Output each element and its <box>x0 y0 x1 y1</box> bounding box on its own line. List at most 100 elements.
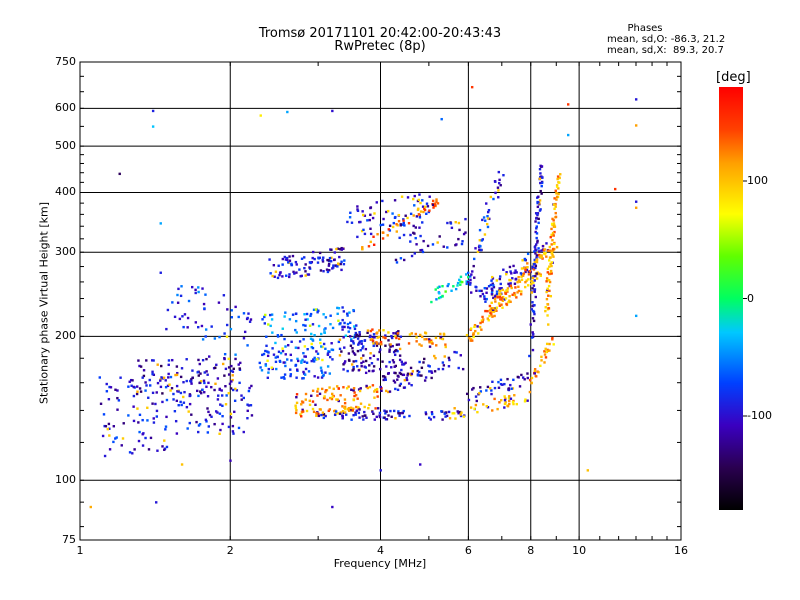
data-point <box>205 385 208 388</box>
data-point <box>148 378 151 382</box>
data-point <box>441 367 445 371</box>
data-point <box>428 345 432 348</box>
data-point <box>382 375 386 378</box>
data-point <box>165 445 169 449</box>
data-point <box>222 294 226 297</box>
scatter-points <box>89 85 638 509</box>
data-point <box>613 187 617 191</box>
data-point <box>477 245 481 249</box>
data-point <box>491 409 494 412</box>
data-point <box>412 224 415 228</box>
data-point <box>223 374 226 377</box>
data-point <box>142 374 146 378</box>
data-point <box>372 344 375 348</box>
data-point <box>188 393 192 396</box>
data-point <box>327 409 331 413</box>
data-point <box>550 252 554 255</box>
data-point <box>112 440 115 444</box>
data-point <box>199 390 202 393</box>
data-point <box>535 227 538 230</box>
data-point <box>259 114 262 117</box>
data-point <box>225 323 229 327</box>
data-point <box>199 391 203 395</box>
data-point <box>312 360 316 363</box>
data-point <box>490 307 494 310</box>
phases-x-stats: mean, sd,X: 89.3, 20.7 <box>607 45 724 56</box>
data-point <box>321 374 325 378</box>
data-point <box>191 376 194 379</box>
data-point <box>333 251 337 254</box>
data-point <box>427 210 431 214</box>
data-point <box>419 333 422 337</box>
data-point <box>381 360 384 363</box>
data-point <box>496 407 499 411</box>
tick-marks <box>79 61 682 540</box>
data-point <box>195 389 199 393</box>
data-point <box>493 397 496 401</box>
data-point <box>294 312 298 316</box>
data-point <box>151 109 155 113</box>
data-point <box>513 291 516 295</box>
data-point <box>349 344 353 347</box>
data-point <box>513 271 516 274</box>
data-point <box>489 387 492 390</box>
data-point <box>415 336 418 339</box>
data-point <box>387 390 390 394</box>
data-point <box>497 170 501 174</box>
data-point <box>384 344 387 347</box>
data-point <box>549 249 552 252</box>
data-point <box>490 310 493 313</box>
data-point <box>357 342 361 345</box>
data-point <box>338 354 342 357</box>
data-point <box>372 342 375 345</box>
data-point <box>499 289 502 293</box>
data-point <box>297 346 300 350</box>
data-point <box>369 213 372 217</box>
data-point <box>151 391 155 395</box>
data-point <box>406 196 410 199</box>
data-point <box>346 326 350 329</box>
data-point <box>478 228 482 232</box>
data-point <box>507 300 510 304</box>
data-point <box>492 197 495 201</box>
data-point <box>379 340 383 344</box>
data-point <box>294 406 298 410</box>
data-point <box>528 354 531 358</box>
data-point <box>295 368 299 371</box>
data-point <box>343 406 346 409</box>
data-point <box>171 358 174 362</box>
data-point <box>372 412 375 416</box>
data-point <box>508 399 511 403</box>
data-point <box>513 394 516 397</box>
data-point <box>538 209 542 212</box>
data-point <box>553 242 556 246</box>
data-point <box>337 399 340 403</box>
data-point <box>444 345 447 349</box>
data-point <box>265 335 268 338</box>
data-point <box>112 425 116 428</box>
data-point <box>281 347 284 350</box>
data-point <box>152 421 156 424</box>
data-point <box>269 313 272 317</box>
data-point <box>274 270 278 273</box>
data-point <box>290 263 293 267</box>
data-point <box>392 409 396 413</box>
data-point <box>301 377 304 380</box>
data-point <box>304 355 307 358</box>
data-point <box>529 323 532 326</box>
data-point <box>176 293 179 297</box>
data-point <box>231 424 235 428</box>
data-point <box>220 394 224 397</box>
data-point <box>108 434 111 437</box>
data-point <box>180 285 183 288</box>
data-point <box>383 409 386 412</box>
data-point <box>495 290 499 293</box>
data-point <box>374 388 377 392</box>
data-point <box>444 343 447 346</box>
data-point <box>168 383 171 386</box>
data-point <box>197 358 200 362</box>
data-point <box>480 289 483 293</box>
data-point <box>175 399 179 403</box>
data-point <box>400 360 403 364</box>
data-point <box>490 293 494 296</box>
